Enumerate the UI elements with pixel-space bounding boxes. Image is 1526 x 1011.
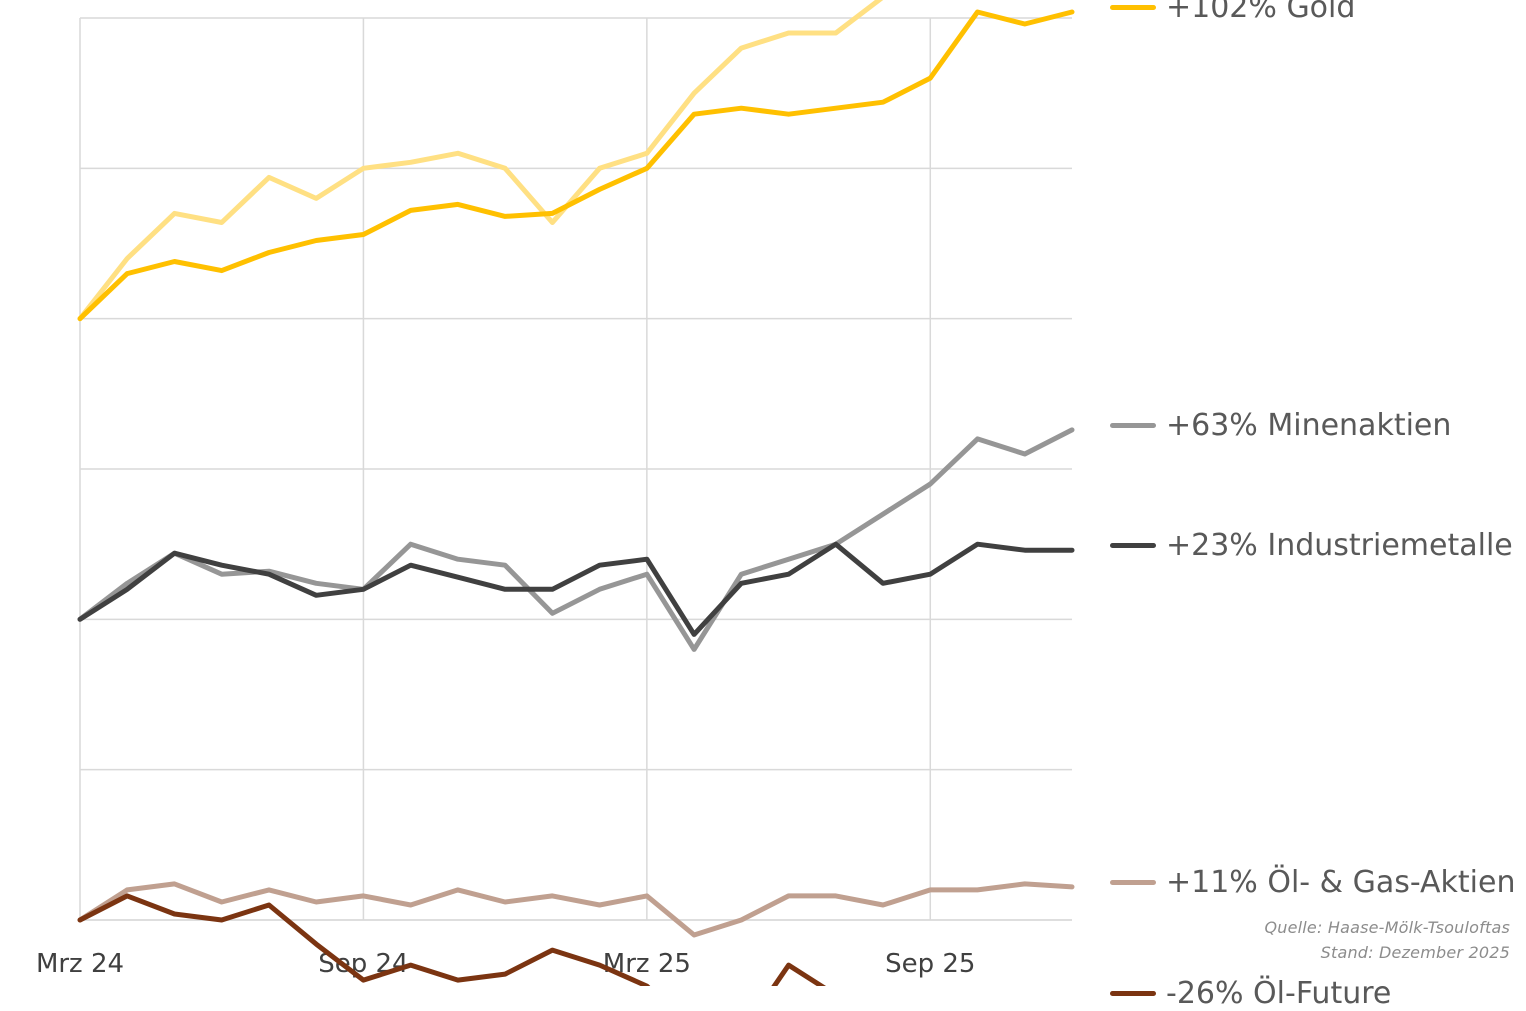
legend-label: +63% Minenaktien bbox=[1166, 408, 1451, 443]
x-tick-label: Mrz 24 bbox=[36, 949, 124, 979]
legend-swatch bbox=[1110, 423, 1156, 428]
series-line-0 bbox=[80, 0, 1072, 319]
legend-swatch bbox=[1110, 991, 1156, 996]
series-line-1 bbox=[80, 12, 1072, 319]
legend-label: +11% Öl- & Gas-Aktien bbox=[1166, 865, 1515, 900]
legend-item: +23% Industriemetalle bbox=[1110, 528, 1513, 563]
legend-label: +23% Industriemetalle bbox=[1166, 528, 1513, 563]
legend-swatch bbox=[1110, 5, 1156, 10]
legend-item: +102% Gold bbox=[1110, 0, 1355, 25]
legend-label: -26% Öl-Future bbox=[1166, 976, 1391, 1011]
source-line-1: Quelle: Haase-Mölk-Tsouloftas bbox=[1264, 918, 1510, 937]
legend-item: +11% Öl- & Gas-Aktien bbox=[1110, 865, 1515, 900]
series-line-3 bbox=[80, 544, 1072, 634]
legend-item: -26% Öl-Future bbox=[1110, 976, 1391, 1011]
legend-label: +102% Gold bbox=[1166, 0, 1355, 25]
legend-swatch bbox=[1110, 880, 1156, 885]
source-note: Quelle: Haase-Mölk-Tsouloftas Stand: Dez… bbox=[1264, 918, 1510, 962]
source-line-2: Stand: Dezember 2025 bbox=[1264, 943, 1510, 962]
legend-swatch bbox=[1110, 543, 1156, 548]
legend-item: +63% Minenaktien bbox=[1110, 408, 1451, 443]
x-tick-label: Sep 25 bbox=[885, 949, 975, 979]
series-line-2 bbox=[80, 430, 1072, 650]
series-line-4 bbox=[80, 884, 1072, 935]
